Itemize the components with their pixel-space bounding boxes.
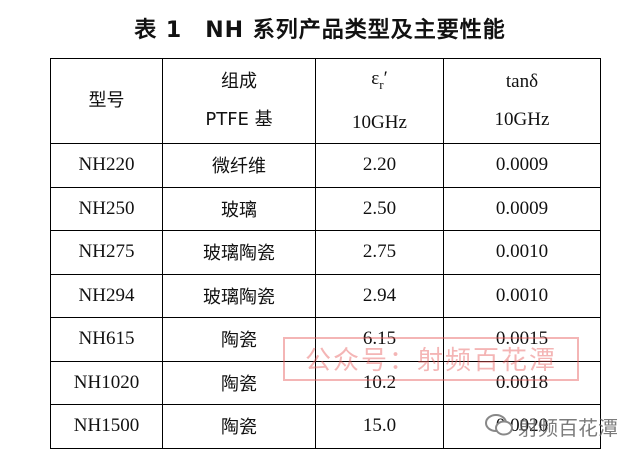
title: 表 1 NH 系列产品类型及主要性能 [134, 18, 506, 43]
table-cell: NH220 [50, 143, 163, 188]
table-row: NH220 微纤维 2.20 0.0009 [50, 143, 601, 188]
table-cell: 2.20 [315, 143, 444, 188]
table-cell: 0.0015 [443, 317, 601, 362]
table-body: 型号 组成 PTFE 基 εr′ 10GHz tanδ 10GHz NH220 微纤维 2… [50, 58, 601, 449]
wechat-icon [485, 414, 513, 436]
table-cell: 陶瓷 [162, 360, 316, 405]
table-row: NH1020 陶瓷 10.2 0.0018 [50, 360, 601, 405]
table-cell: NH615 [50, 317, 163, 362]
table-cell: 陶瓷 [162, 404, 316, 449]
header-row: 型号 组成 PTFE 基 εr′ 10GHz tanδ 10GHz [50, 58, 601, 144]
table-cell: NH275 [50, 230, 163, 275]
header-text: 型号 [88, 90, 125, 111]
header-symbol: εr′ [316, 60, 443, 104]
header-text: PTFE 基 [205, 109, 273, 130]
table-cell: 微纤维 [162, 143, 316, 188]
table-cell: 0.0018 [443, 360, 601, 405]
header-text: tanδ [505, 71, 539, 92]
table-cell: NH250 [50, 186, 163, 231]
table-cell: 玻璃陶瓷 [162, 230, 316, 275]
table-cell: 15.0 [315, 404, 444, 449]
header-text: 组成 [221, 71, 257, 92]
header-cell: εr′ 10GHz [315, 58, 444, 144]
table-row: NH275 玻璃陶瓷 2.75 0.0010 [50, 230, 601, 275]
table-cell: 玻璃 [162, 186, 316, 231]
table-cell: 0.0009 [443, 186, 601, 231]
table-cell: 0.0009 [443, 143, 601, 188]
table-row: NH615 陶瓷 6.15 0.0015 [50, 317, 601, 362]
table-cell: NH1500 [50, 404, 163, 449]
header-text: 10GHz [352, 111, 407, 133]
table-cell: 2.94 [315, 273, 444, 318]
table-row: NH294 玻璃陶瓷 2.94 0.0010 [50, 273, 601, 318]
header-text: 10GHz [494, 109, 550, 130]
header-cell: 型号 [50, 58, 163, 144]
table-cell: 玻璃陶瓷 [162, 273, 316, 318]
header-cell: 组成 PTFE 基 [162, 58, 316, 144]
table-cell: 2.75 [315, 230, 444, 275]
table-cell: NH294 [50, 273, 163, 318]
suffix: ′ [383, 68, 388, 90]
watermark: 公众号：射频百花潭 [283, 337, 579, 381]
table-cell: 0.0010 [443, 273, 601, 318]
symbol: ε [371, 68, 380, 90]
table-row: NH1500 陶瓷 15.0 0.0020 [50, 404, 601, 449]
table-cell: 0.0010 [443, 230, 601, 275]
table-cell: 10.2 [315, 360, 444, 405]
watermark: 射频百花潭 [518, 416, 618, 440]
table-cell: NH1020 [50, 360, 163, 405]
table-cell: 陶瓷 [162, 317, 316, 362]
table-cell: 2.50 [315, 186, 444, 231]
subscript: r [379, 76, 384, 92]
table-row: NH250 玻璃 2.50 0.0009 [50, 186, 601, 231]
table: 型号 组成 PTFE 基 εr′ 10GHz tanδ 10GHz NH220 微纤维 2… [50, 58, 601, 449]
header-cell: tanδ 10GHz [443, 58, 601, 144]
